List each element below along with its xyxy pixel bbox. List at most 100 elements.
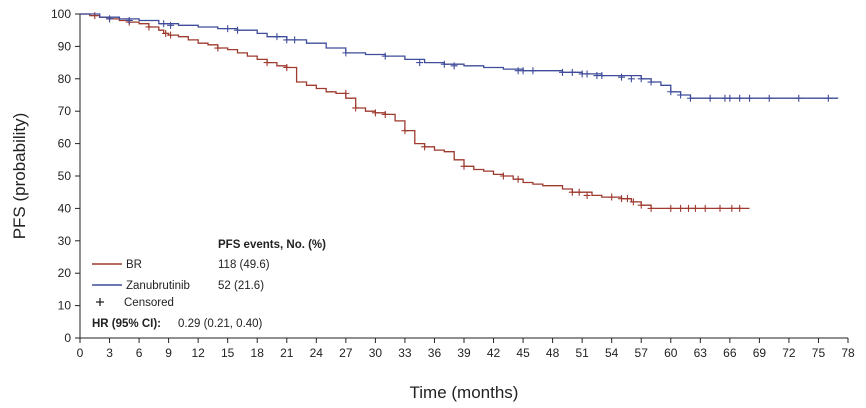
ticks: 0 3 6 9 12 15 18 21 24 27 30 33 36 39 42 45 48 51 54 57 60 63…: [51, 7, 855, 360]
series-zanubrutinib-censor-mark: [647, 78, 655, 86]
y-tick-label: 0: [64, 331, 71, 345]
x-tick-label: 15: [221, 346, 235, 360]
legend-br-events: 118 (49.6): [218, 259, 270, 271]
series-zanubrutinib-censor-mark: [381, 52, 389, 60]
x-tick-label: 21: [280, 346, 294, 360]
x-tick-label: 45: [516, 346, 530, 360]
series-br-censor-mark: [401, 127, 409, 135]
series-br-censor-mark: [91, 12, 99, 20]
series-zanubrutinib-censor-mark: [529, 67, 537, 75]
series-br-censor-mark: [629, 198, 637, 206]
series-br-censor-mark: [283, 63, 291, 71]
x-tick-label: 72: [782, 346, 796, 360]
series-group: [80, 12, 839, 212]
x-tick-label: 39: [457, 346, 471, 360]
x-axis-title: Time (months): [410, 383, 519, 402]
series-br-censor-mark: [691, 204, 699, 212]
series-zanubrutinib-censor-mark: [291, 36, 299, 44]
x-tick-label: 54: [605, 346, 619, 360]
y-axis-title: PFS (probability): [10, 113, 29, 240]
x-tick-label: 18: [251, 346, 265, 360]
series-br-censor-mark: [583, 191, 591, 199]
series-br-line: [80, 13, 750, 210]
series-br-censor-mark: [684, 204, 692, 212]
series-br-censor-mark: [352, 104, 360, 112]
y-tick-label: 50: [58, 169, 72, 183]
x-tick-label: 24: [310, 346, 324, 360]
series-zanubrutinib-censor-mark: [283, 36, 291, 44]
series-zanubrutinib-censor-mark: [125, 16, 133, 24]
y-tick-label: 10: [58, 299, 72, 313]
legend-header: PFS events, No. (%): [218, 239, 326, 251]
series-br-censor-mark: [623, 195, 631, 203]
x-tick-label: 60: [664, 346, 678, 360]
x-tick-label: 78: [841, 346, 855, 360]
series-zanubrutinib-censor-mark: [416, 59, 424, 67]
x-tick-label: 63: [694, 346, 708, 360]
y-tick-label: 80: [58, 72, 72, 86]
series-br-censor-mark: [167, 31, 175, 39]
x-tick-label: 12: [191, 346, 205, 360]
series-zanubrutinib-censor-mark: [106, 15, 114, 23]
x-tick-label: 33: [398, 346, 412, 360]
series-zanubrutinib-censor-mark: [440, 60, 448, 68]
series-br-censor-mark: [568, 188, 576, 196]
y-tick-label: 90: [58, 39, 72, 53]
legend-hr-value: 0.29 (0.21, 0.40): [178, 318, 263, 330]
y-tick-label: 60: [58, 137, 72, 151]
series-zanubrutinib-censor-mark: [568, 68, 576, 76]
x-tick-label: 6: [136, 346, 143, 360]
series-zanubrutinib-censor-mark: [824, 94, 832, 102]
series-zanubrutinib-censor-mark: [519, 67, 527, 75]
x-tick-label: 30: [369, 346, 383, 360]
series-br-censor-mark: [575, 188, 583, 196]
series-br-censor-mark: [677, 204, 685, 212]
y-tick-label: 100: [51, 7, 71, 21]
legend-censored-marker: [96, 298, 104, 306]
legend-zanubrutinib-events: 52 (21.6): [218, 280, 264, 292]
y-tick-label: 70: [58, 104, 72, 118]
series-zanubrutinib-censor-mark: [627, 75, 635, 83]
x-tick-label: 66: [723, 346, 737, 360]
legend-censored-label: Censored: [124, 297, 174, 309]
series-zanubrutinib-censor-mark: [224, 25, 232, 33]
series-br-censor-mark: [647, 204, 655, 212]
x-tick-label: 57: [635, 346, 649, 360]
series-br-censor-mark: [736, 204, 744, 212]
y-tick-label: 30: [58, 234, 72, 248]
series-br-censor-mark: [162, 29, 170, 37]
series-zanubrutinib-censor-mark: [342, 49, 350, 57]
series-br-censor-mark: [608, 193, 616, 201]
series-br-censor-mark: [728, 204, 736, 212]
legend-br-label: BR: [126, 259, 142, 271]
series-zanubrutinib-censor-mark: [598, 72, 606, 80]
series-br-censor-mark: [514, 175, 522, 183]
x-tick-label: 0: [77, 346, 84, 360]
series-br-censor-mark: [667, 204, 675, 212]
x-tick-label: 3: [106, 346, 113, 360]
series-zanubrutinib-censor-mark: [273, 33, 281, 41]
legend-zanubrutinib-label: Zanubrutinib: [126, 280, 190, 292]
x-tick-label: 42: [487, 346, 501, 360]
series-zanubrutinib-censor-mark: [618, 73, 626, 81]
series-br-censor-mark: [460, 162, 468, 170]
legend: PFS events, No. (%) BR 118 (49.6) Zanubr…: [92, 239, 326, 330]
y-tick-label: 40: [58, 201, 72, 215]
legend-hr-label: HR (95% CI):: [92, 318, 161, 330]
series-zanubrutinib-censor-mark: [677, 91, 685, 99]
series-zanubrutinib-censor-mark: [234, 26, 242, 34]
series-zanubrutinib-censor-mark: [736, 94, 744, 102]
x-tick-label: 9: [165, 346, 172, 360]
x-tick-label: 75: [812, 346, 826, 360]
series-zanubrutinib-censor-mark: [167, 21, 175, 29]
series-zanubrutinib-censor-mark: [450, 62, 458, 70]
series-br-censor-mark: [421, 143, 429, 151]
series-br-censor-mark: [499, 172, 507, 180]
series-br-censor-mark: [618, 195, 626, 203]
series-zanubrutinib-censor-mark: [706, 94, 714, 102]
series-zanubrutinib-censor-mark: [667, 88, 675, 96]
x-tick-label: 51: [575, 346, 589, 360]
axes: [79, 14, 848, 339]
series-br-censor-mark: [381, 110, 389, 118]
